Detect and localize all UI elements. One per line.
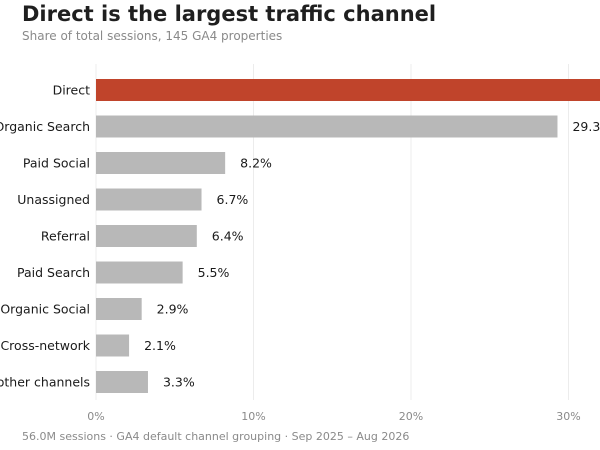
x-tick-label: 10% <box>241 410 265 423</box>
bar <box>96 225 197 247</box>
category-label: Organic Social <box>0 302 90 317</box>
category-label: Organic Search <box>0 119 90 134</box>
category-label: Cross-network <box>0 338 90 353</box>
category-label: other channels <box>0 375 90 390</box>
bar <box>96 115 558 138</box>
x-tick-label: 20% <box>399 410 423 423</box>
category-label: Referral <box>41 229 90 244</box>
data-label: 6.7% <box>217 192 249 207</box>
bar <box>96 79 600 101</box>
chart-subtitle: Share of total sessions, 145 GA4 propert… <box>22 29 283 43</box>
data-label: 29.3 <box>572 119 600 134</box>
bar <box>96 261 183 284</box>
bar <box>96 298 142 320</box>
data-label: 2.1% <box>144 338 176 353</box>
bar <box>96 334 130 357</box>
chart-title: Direct is the largest traffic channel <box>22 2 437 26</box>
bar <box>96 371 148 393</box>
data-label: 3.3% <box>163 375 195 390</box>
category-label: Paid Social <box>23 156 90 171</box>
x-tick-label: 0% <box>87 410 104 423</box>
data-label: 5.5% <box>198 265 230 280</box>
bar <box>96 152 226 174</box>
data-label: 8.2% <box>240 156 272 171</box>
data-label: 6.4% <box>212 229 244 244</box>
x-tick-label: 30% <box>556 410 580 423</box>
category-label: Unassigned <box>17 192 90 207</box>
chart-footnote: 56.0M sessions · GA4 default channel gro… <box>22 430 410 443</box>
bar <box>96 188 202 211</box>
data-label: 2.9% <box>157 302 189 317</box>
category-label: Direct <box>53 83 91 98</box>
category-label: Paid Search <box>17 265 90 280</box>
